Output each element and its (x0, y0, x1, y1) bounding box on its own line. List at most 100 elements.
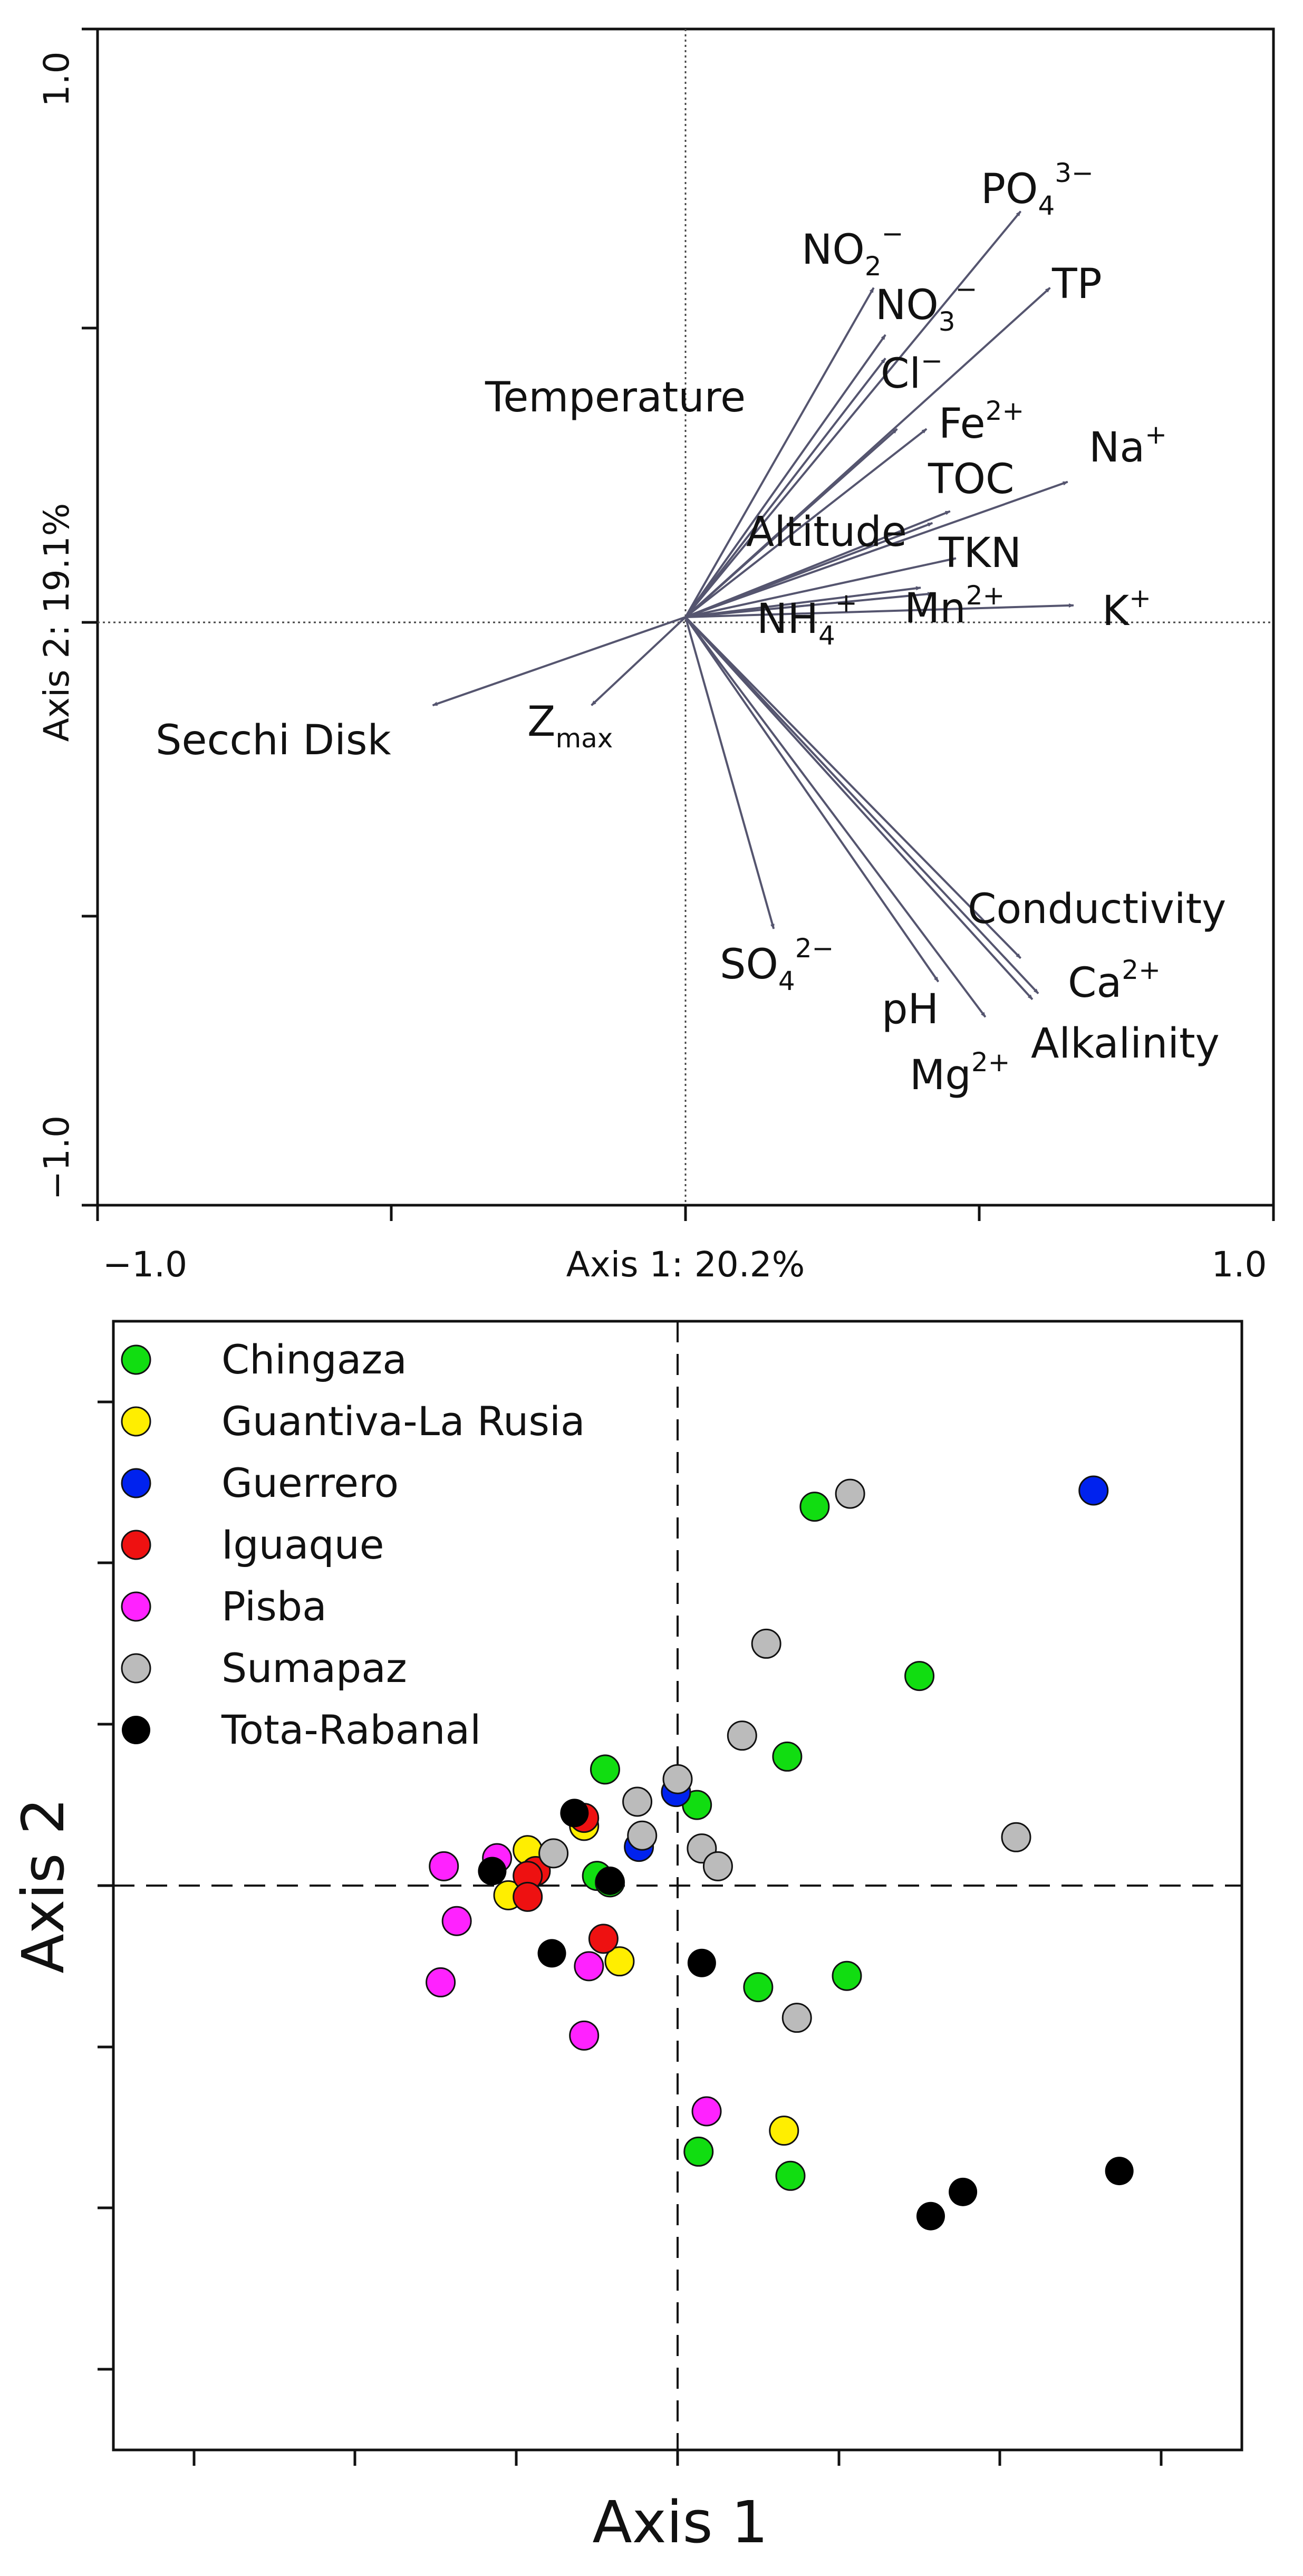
point-sumapaz-1 (622, 1786, 653, 1817)
legend-label-chingaza: Chingaza (221, 1336, 407, 1383)
legend-label-pisba: Pisba (221, 1583, 327, 1630)
vector-arrow-nh4 (685, 592, 933, 618)
biplot-y-min-label: −1.0 (36, 1116, 77, 1200)
biplot-labels: PO43− TP NO2−NO3− Cl− Temperature Fe2+ Na+ TOC A… (156, 158, 1226, 1099)
point-sumapaz-2 (627, 1820, 658, 1851)
point-sumapaz-9 (1001, 1822, 1031, 1852)
point-chingaza-5 (799, 1492, 830, 1522)
point-guantiva-la-rusia-4 (769, 2116, 799, 2146)
scatter-x-axis-title: Axis 1 (592, 2488, 768, 2556)
point-sumapaz-0 (538, 1838, 569, 1869)
vector-arrow-ph (684, 616, 940, 983)
point-pisba-5 (569, 2020, 600, 2051)
point-tota-rabanal-4 (687, 1948, 716, 1977)
vector-arrow-zmax (591, 616, 687, 706)
vector-label-po4-3: PO43− (981, 158, 1094, 221)
point-sumapaz-8 (835, 1478, 865, 1509)
vector-arrow-conductivity (684, 616, 1021, 959)
vector-label-conductivity: Conductivity (968, 886, 1226, 933)
legend-label-guantiva-la-rusia: Guantiva-La Rusia (221, 1398, 585, 1445)
vector-label-mn2: Mn2+ (904, 580, 1005, 632)
biplot-y-max-label: 1.0 (36, 52, 77, 107)
point-guerrero-2 (1078, 1475, 1109, 1506)
vector-label-tkn: TKN (938, 530, 1021, 577)
vector-label-secchi-disk: Secchi Disk (156, 717, 391, 764)
vector-label-tp: TP (1051, 261, 1102, 308)
point-sumapaz-6 (727, 1720, 757, 1751)
biplot-x-axis-title: Axis 1: 20.2% (566, 1244, 805, 1285)
point-iguaque-4 (588, 1924, 619, 1954)
legend-marker-guerrero (121, 1468, 151, 1498)
biplot-vectors (432, 210, 1074, 1018)
scatter-panel: Axis 1 Axis 2 Chingaza Guantiva-La Rusia G… (9, 1320, 1243, 2556)
point-pisba-6 (691, 2096, 722, 2127)
scatter-legend: Chingaza Guantiva-La Rusia Guerrero Iguaque… (121, 1336, 585, 1753)
point-pisba-3 (426, 1967, 456, 1997)
vector-label-altitude: Altitude (746, 508, 907, 556)
point-chingaza-9 (683, 2136, 714, 2167)
point-sumapaz-7 (751, 1628, 781, 1659)
point-tota-rabanal-1 (560, 1799, 589, 1828)
vector-label-no3: NO3− (875, 274, 977, 337)
vector-label-toc: TOC (928, 456, 1015, 503)
vector-arrow-ca2 (684, 616, 1039, 994)
vector-label-so4-2: SO42− (720, 933, 834, 996)
vector-label-mg2: Mg2+ (910, 1047, 1010, 1099)
point-chingaza-8 (832, 1960, 862, 1991)
scatter-points (426, 1475, 1134, 2231)
vector-label-na: Na+ (1089, 419, 1167, 472)
vector-arrow-alkalinity (684, 616, 1034, 1001)
scatter-ticks (98, 1400, 1163, 2466)
point-sumapaz-5 (702, 1851, 733, 1881)
vector-arrow-fe2 (684, 428, 928, 618)
legend-marker-iguaque (121, 1530, 151, 1560)
scatter-y-axis-title: Axis 2 (9, 1798, 77, 1973)
legend-marker-guantiva-la-rusia (121, 1406, 151, 1437)
vector-label-ca2: Ca2+ (1068, 955, 1161, 1007)
point-sumapaz-10 (781, 2003, 812, 2033)
point-pisba-0 (429, 1851, 459, 1881)
point-tota-rabanal-5 (916, 2202, 945, 2231)
point-sumapaz-3 (662, 1764, 693, 1794)
point-pisba-4 (574, 1951, 604, 1982)
vector-label-ph: pH (882, 986, 939, 1033)
point-tota-rabanal-6 (949, 2177, 978, 2206)
vector-label-cl: Cl− (881, 345, 943, 398)
vector-arrow-temperature (684, 428, 898, 618)
vector-label-alkalinity: Alkalinity (1031, 1020, 1220, 1068)
vector-arrow-na (685, 480, 1068, 618)
point-chingaza-4 (772, 1741, 803, 1772)
vector-label-temperature: Temperature (485, 374, 746, 421)
vector-label-fe2: Fe2+ (939, 396, 1024, 448)
point-tota-rabanal-2 (595, 1866, 624, 1895)
vector-arrow-so4-2 (684, 617, 775, 929)
point-tota-rabanal-0 (478, 1857, 507, 1886)
biplot-panel: −1.0 1.0 Axis 1: 20.2% 1.0 −1.0 Axis 2: … (36, 27, 1275, 1285)
legend-marker-chingaza (121, 1344, 151, 1375)
point-tota-rabanal-3 (537, 1939, 566, 1968)
biplot-x-min-label: −1.0 (103, 1244, 187, 1285)
biplot-ticks (82, 27, 1275, 1221)
legend-label-tota-rabanal: Tota-Rabanal (221, 1706, 481, 1753)
point-chingaza-7 (743, 1972, 774, 2003)
point-chingaza-0 (590, 1754, 620, 1785)
legend-label-guerrero: Guerrero (221, 1459, 399, 1506)
point-chingaza-6 (904, 1661, 935, 1691)
point-chingaza-10 (775, 2160, 806, 2191)
biplot-y-axis-title: Axis 2: 19.1% (36, 503, 77, 742)
vector-arrow-cl (684, 358, 886, 618)
point-pisba-2 (441, 1906, 472, 1936)
vector-arrow-secchi-disk (432, 616, 686, 707)
vector-arrow-k (685, 603, 1074, 618)
vector-arrow-mg2 (684, 616, 987, 1018)
vector-arrow-no2 (684, 287, 875, 618)
point-tota-rabanal-7 (1105, 2157, 1134, 2186)
legend-label-sumapaz: Sumapaz (221, 1645, 407, 1691)
vector-label-no2: NO2− (802, 218, 903, 282)
vector-arrow-mn2 (685, 586, 921, 618)
vector-label-k: K+ (1102, 583, 1151, 635)
point-guantiva-la-rusia-3 (604, 1946, 635, 1977)
vector-label-zmax: Zmax (527, 698, 613, 754)
vector-arrow-po4-3 (684, 210, 1022, 618)
